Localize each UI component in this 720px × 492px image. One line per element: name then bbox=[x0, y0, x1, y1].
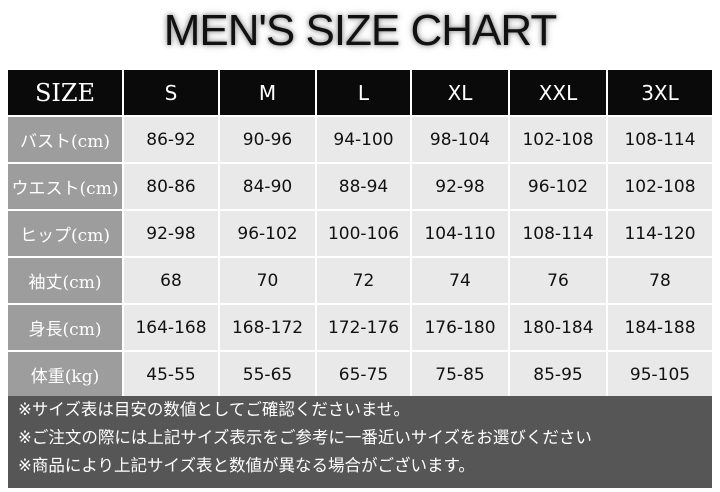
size-value: 104-110 bbox=[412, 211, 508, 256]
column-header: M bbox=[220, 70, 315, 115]
size-value: 180-184 bbox=[510, 305, 606, 350]
size-value: 100-106 bbox=[317, 211, 410, 256]
note-line: ※商品により上記サイズ表と数値が異なる場合がございます。 bbox=[18, 456, 475, 475]
row-label: 身長(cm) bbox=[8, 305, 122, 350]
row-label: ウエスト(cm) bbox=[8, 164, 122, 209]
note-line: ※ご注文の際には上記サイズ表示をご参考に一番近いサイズをお選びください bbox=[18, 428, 592, 447]
size-value: 98-104 bbox=[412, 117, 508, 162]
column-header: SIZE bbox=[8, 70, 122, 115]
size-value: 75-85 bbox=[412, 352, 508, 397]
column-header: XXL bbox=[510, 70, 606, 115]
size-value: 80-86 bbox=[124, 164, 218, 209]
size-value: 78 bbox=[608, 258, 712, 303]
size-value: 102-108 bbox=[608, 164, 712, 209]
note-line: ※サイズ表は目安の数値としてご確認くださいませ。 bbox=[18, 400, 410, 419]
size-value: 70 bbox=[220, 258, 315, 303]
size-value: 85-95 bbox=[510, 352, 606, 397]
title: MEN'S SIZE CHART bbox=[163, 6, 558, 55]
size-value: 72 bbox=[317, 258, 410, 303]
size-value: 90-96 bbox=[220, 117, 315, 162]
size-value: 114-120 bbox=[608, 211, 712, 256]
size-value: 94-100 bbox=[317, 117, 410, 162]
column-header: 3XL bbox=[608, 70, 712, 115]
size-value: 108-114 bbox=[608, 117, 712, 162]
size-value: 74 bbox=[412, 258, 508, 303]
size-value: 96-102 bbox=[220, 211, 315, 256]
size-value: 102-108 bbox=[510, 117, 606, 162]
row-label: ヒップ(cm) bbox=[8, 211, 122, 256]
size-value: 176-180 bbox=[412, 305, 508, 350]
column-header: S bbox=[124, 70, 218, 115]
row-label: 体重(kg) bbox=[8, 352, 122, 397]
size-value: 65-75 bbox=[317, 352, 410, 397]
size-value: 86-92 bbox=[124, 117, 218, 162]
size-value: 88-94 bbox=[317, 164, 410, 209]
size-value: 96-102 bbox=[510, 164, 606, 209]
size-value: 92-98 bbox=[124, 211, 218, 256]
size-value: 164-168 bbox=[124, 305, 218, 350]
row-label: バスト(cm) bbox=[8, 117, 122, 162]
size-table: SIZE S M L XL XXL 3XL バスト(cm) 86-92 90-96 94-100 98… bbox=[8, 70, 712, 397]
size-value: 108-114 bbox=[510, 211, 606, 256]
size-value: 95-105 bbox=[608, 352, 712, 397]
notes: ※サイズ表は目安の数値としてご確認くださいませ。 ※ご注文の際には上記サイズ表示を… bbox=[8, 396, 712, 488]
size-value: 84-90 bbox=[220, 164, 315, 209]
size-value: 168-172 bbox=[220, 305, 315, 350]
column-header: XL bbox=[412, 70, 508, 115]
size-value: 76 bbox=[510, 258, 606, 303]
row-label: 袖丈(cm) bbox=[8, 258, 122, 303]
size-value: 172-176 bbox=[317, 305, 410, 350]
size-value: 68 bbox=[124, 258, 218, 303]
column-header: L bbox=[317, 70, 410, 115]
size-value: 45-55 bbox=[124, 352, 218, 397]
size-value: 184-188 bbox=[608, 305, 712, 350]
size-value: 55-65 bbox=[220, 352, 315, 397]
size-value: 92-98 bbox=[412, 164, 508, 209]
